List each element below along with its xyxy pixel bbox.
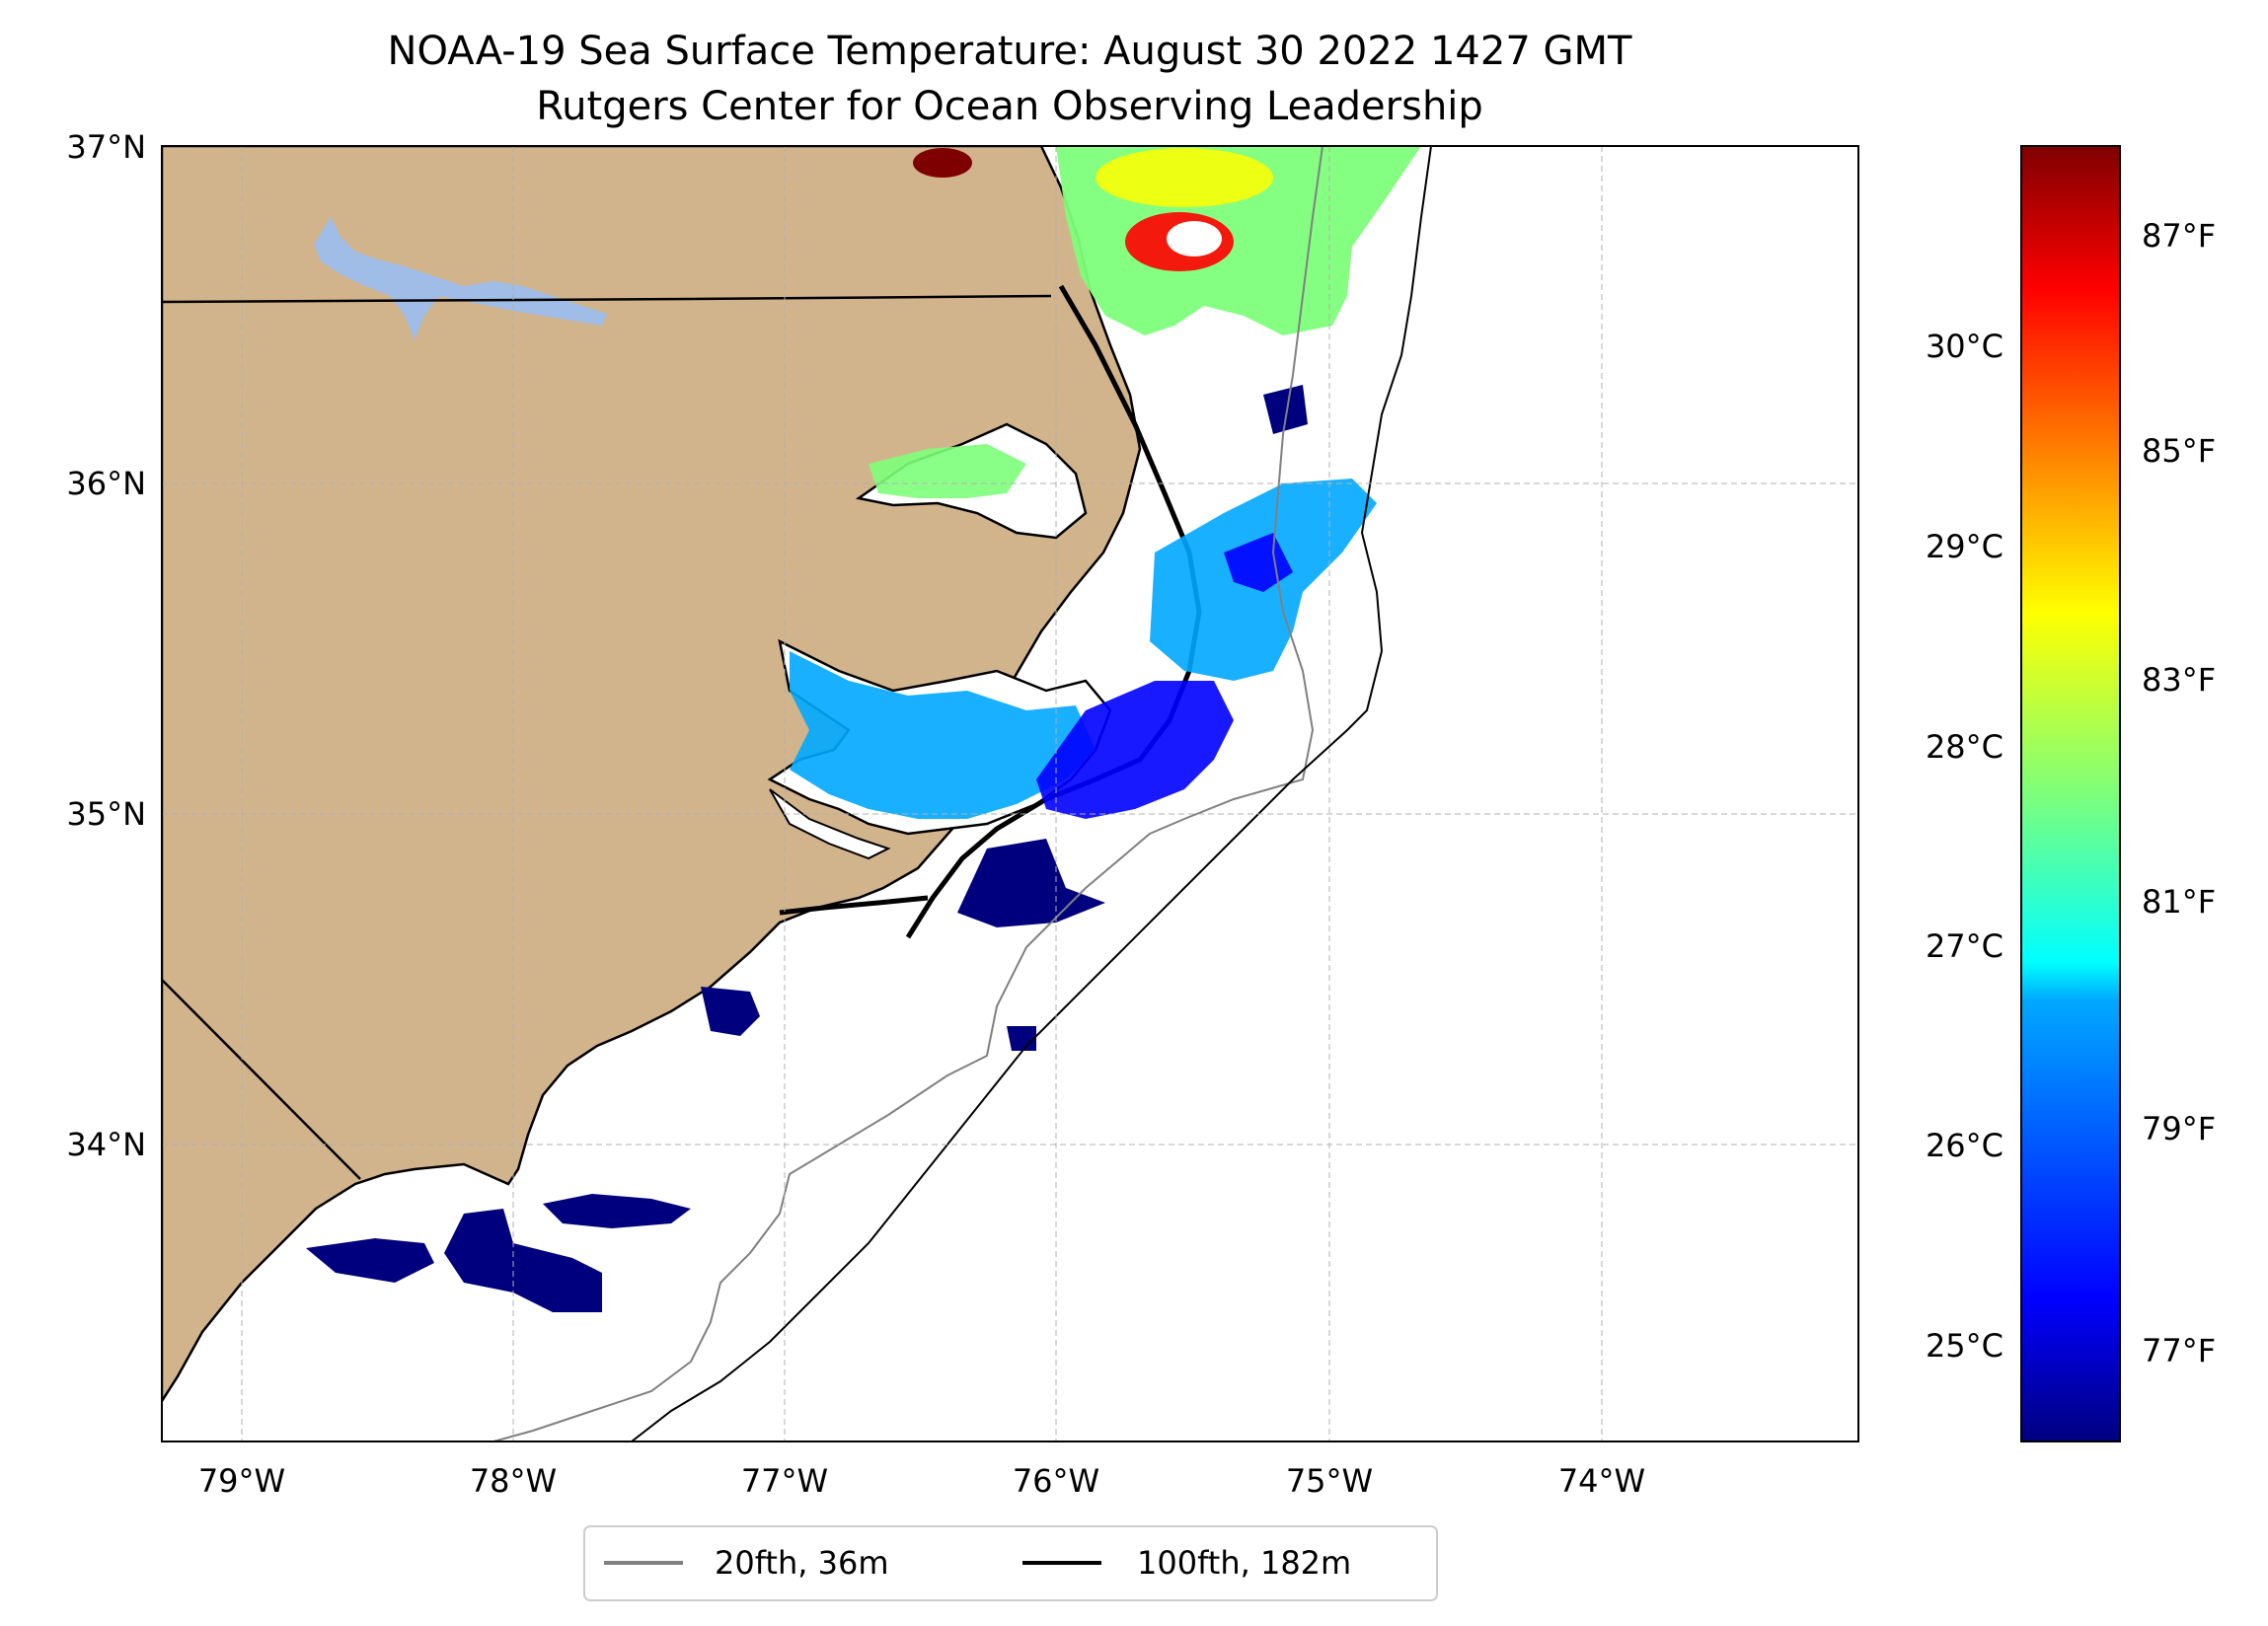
celsius-tick-label: 29°C: [1926, 528, 2003, 565]
sst-cold-onslow-5: [1007, 1026, 1036, 1051]
fahrenheit-tick-label: 81°F: [2142, 883, 2216, 921]
sst-data: [306, 146, 1421, 1312]
sst-patch-sound: [869, 444, 1026, 498]
fahrenheit-tick-label: 87°F: [2142, 217, 2216, 255]
isobath-100fth-182m: [631, 146, 1432, 1441]
map-area: [162, 146, 1858, 1441]
sst-cold-pamlico: [1036, 681, 1234, 819]
x-tick-label: 77°W: [741, 1462, 828, 1500]
legend-label-20fth: 20fth, 36m: [715, 1544, 888, 1582]
fahrenheit-tick-label: 79°F: [2142, 1110, 2216, 1147]
legend-box: [583, 1525, 1438, 1601]
celsius-tick-label: 26°C: [1926, 1127, 2003, 1164]
fahrenheit-tick-label: 77°F: [2142, 1332, 2216, 1369]
celsius-tick-label: 25°C: [1926, 1327, 2003, 1365]
legend: 20fth, 36m 100fth, 182m: [583, 1525, 1438, 1601]
legend-label-100fth: 100fth, 182m: [1137, 1544, 1351, 1582]
colorbar: 30°C 29°C 28°C 27°C 26°C 25°C 87°F 85°F …: [1926, 145, 2216, 1442]
x-tick-label: 74°W: [1558, 1462, 1645, 1500]
sst-patch-pamlico: [790, 651, 1096, 819]
y-tick-label: 34°N: [66, 1126, 146, 1163]
fahrenheit-tick-label: 83°F: [2142, 661, 2216, 699]
colorbar-gradient: [2020, 145, 2121, 1442]
neuse-river: [769, 788, 891, 860]
x-tick-label: 75°W: [1286, 1462, 1373, 1500]
x-tick-label: 79°W: [198, 1462, 285, 1500]
sst-cold-onslow-1: [306, 1238, 434, 1283]
sst-cold-onslow-3: [543, 1194, 691, 1228]
colorbar-celsius-ticks: 30°C 29°C 28°C 27°C 26°C 25°C: [1926, 328, 2003, 1365]
sst-hot-spot-core: [1167, 221, 1222, 257]
map-title-line2: Rutgers Center for Ocean Observing Leade…: [536, 84, 1483, 129]
sst-cold-onslow-2: [444, 1209, 602, 1312]
celsius-tick-label: 30°C: [1926, 328, 2003, 365]
y-tick-label: 36°N: [66, 465, 146, 502]
y-axis: 37°N 36°N 35°N 34°N: [66, 128, 146, 1163]
x-axis: 79°W 78°W 77°W 76°W 75°W 74°W: [198, 1462, 1645, 1500]
state-border-nc-sc: [162, 979, 361, 1180]
fahrenheit-tick-label: 85°F: [2142, 432, 2216, 470]
sst-cold-hatteras: [1224, 533, 1293, 592]
celsius-tick-label: 27°C: [1926, 927, 2003, 965]
cape-lookout-islands: [779, 895, 929, 916]
x-tick-label: 78°W: [470, 1462, 557, 1500]
sst-cold-offshore: [1263, 385, 1308, 434]
map-title-line1: NOAA-19 Sea Surface Temperature: August …: [388, 29, 1632, 74]
sst-hot-virginia: [913, 148, 972, 178]
map-frame: [161, 145, 1859, 1442]
sst-cold-onslow-4: [701, 987, 760, 1036]
sst-warm-north: [1096, 148, 1273, 207]
colorbar-fahrenheit-ticks: 87°F 85°F 83°F 81°F 79°F 77°F: [2142, 217, 2216, 1369]
lake: [314, 217, 607, 340]
isobath-20fth-36m: [492, 146, 1323, 1441]
x-tick-label: 76°W: [1013, 1462, 1099, 1500]
state-border-va-nc: [162, 294, 1052, 304]
y-tick-label: 35°N: [66, 795, 146, 833]
celsius-tick-label: 28°C: [1926, 728, 2003, 766]
gridlines: [162, 146, 1858, 1441]
y-tick-label: 37°N: [66, 128, 146, 166]
